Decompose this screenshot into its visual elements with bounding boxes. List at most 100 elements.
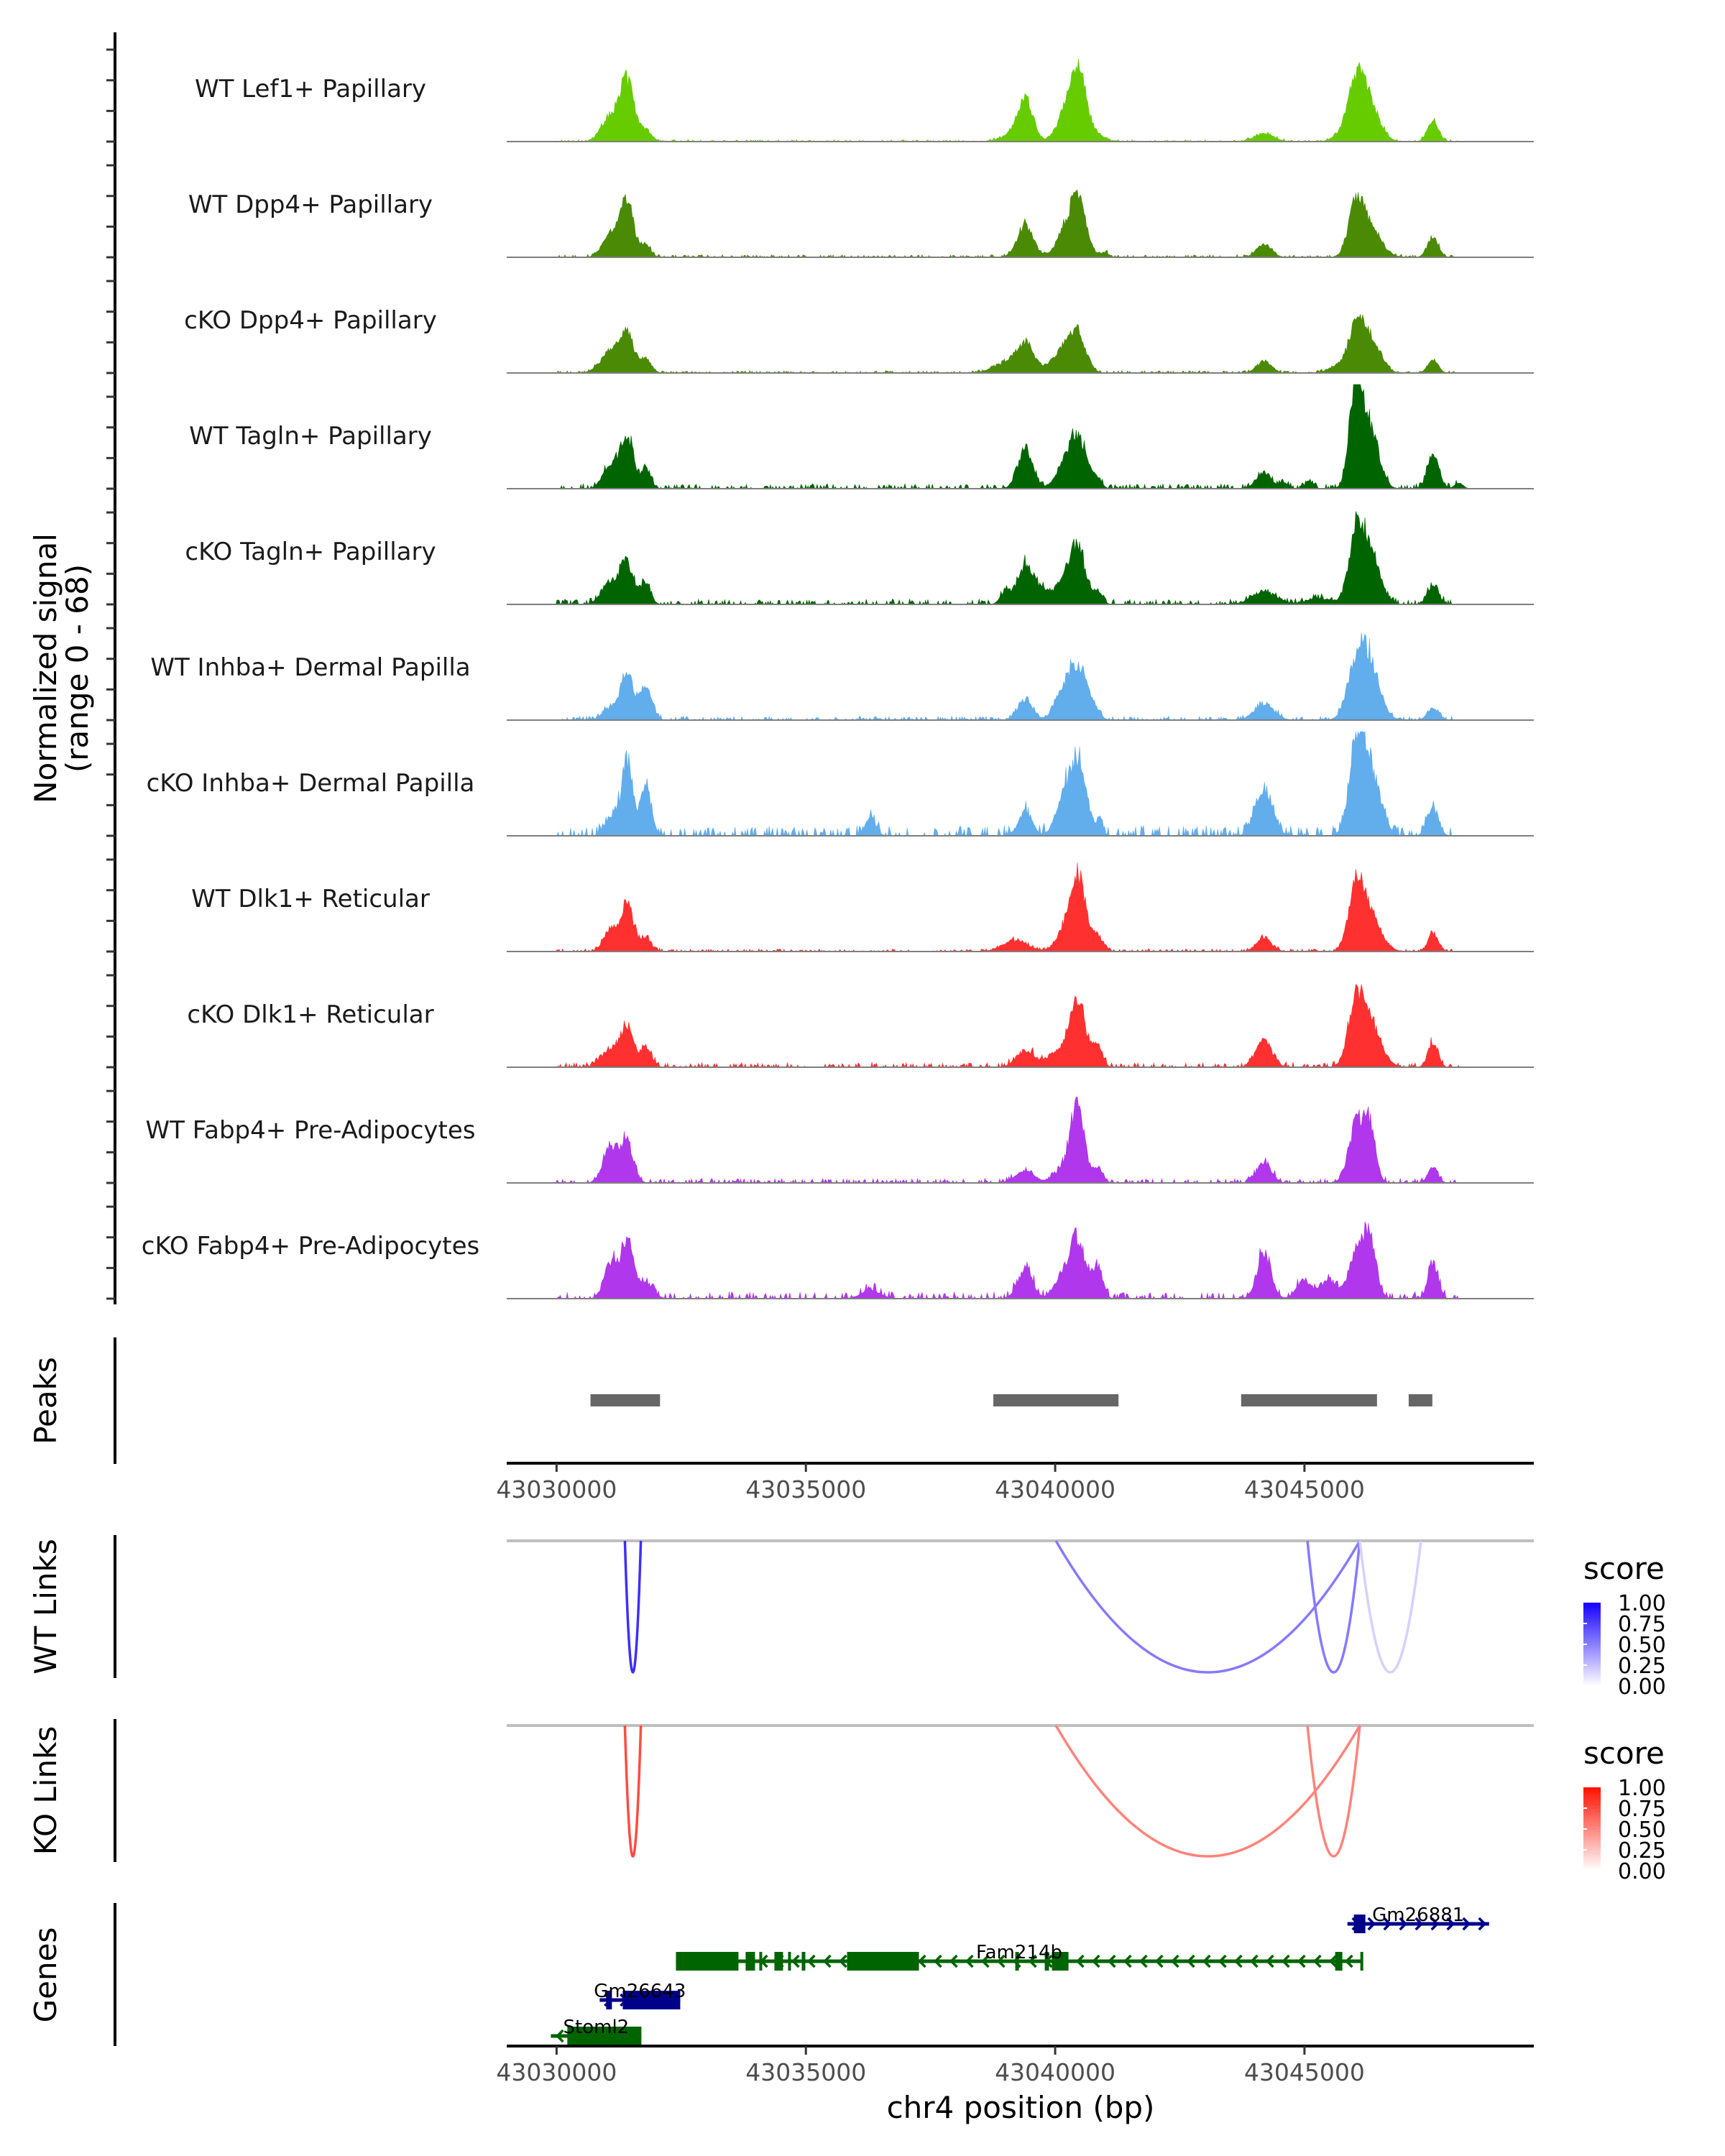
coverage-track: WT Tagln+ Papillary: [189, 384, 1534, 490]
coverage-track: WT Dpp4+ Papillary: [188, 189, 1534, 258]
score-legends: score1.000.750.500.250.00score1.000.750.…: [1583, 1551, 1666, 1884]
track-label: cKO Inhba+ Dermal Papilla: [147, 769, 475, 798]
gene-exon: [1015, 1952, 1019, 1971]
x-tick-label: 43040000: [995, 2058, 1116, 2086]
strand-arrow-icon: [965, 1954, 974, 1968]
track-label: cKO Fabp4+ Pre-Adipocytes: [142, 1232, 480, 1261]
gene-exon: [676, 1952, 739, 1971]
gene-exon: [788, 1952, 791, 1971]
gene-label: Gm26643: [594, 1981, 686, 2002]
strand-arrow-icon: [1218, 1954, 1227, 1968]
coverage-y-title-range: (range 0 - 68): [60, 564, 95, 773]
strand-arrow-icon: [1297, 1954, 1306, 1968]
legend-tick-label: 1.00: [1618, 1776, 1666, 1801]
links-panels: WT Links KO Links: [28, 1535, 1534, 1862]
strand-arrow-icon: [1414, 1917, 1424, 1931]
legend-tick-label: 0.75: [1618, 1797, 1666, 1822]
x-tick-label: 43030000: [496, 2058, 617, 2086]
x-tick-label: 43035000: [745, 2058, 866, 2086]
strand-arrow-icon: [1462, 1917, 1471, 1931]
link-arc: [1306, 1725, 1361, 1858]
gene-exon: [801, 1952, 806, 1971]
x-tick-label: 43045000: [1244, 1475, 1365, 1503]
track-label: WT Lef1+ Papillary: [195, 75, 426, 103]
gene-model: Gm26643: [594, 1981, 686, 2009]
link-track-title: KO Links: [28, 1726, 63, 1856]
coverage-signal-area: [507, 511, 1534, 606]
strand-arrow-icon: [1265, 1954, 1274, 1968]
link-track: WT Links: [28, 1535, 1534, 1678]
legend-tick-label: 0.00: [1618, 1674, 1666, 1700]
strand-arrow-icon: [1186, 1954, 1195, 1968]
y-title-line-1: Normalized signal: [28, 533, 63, 803]
legend-tick-label: 0.00: [1618, 1859, 1666, 1884]
coverage-track: cKO Dlk1+ Reticular: [187, 984, 1534, 1069]
strand-arrow-icon: [1202, 1954, 1211, 1968]
coverage-track: WT Lef1+ Papillary: [195, 58, 1534, 142]
coverage-y-ticks: [106, 48, 115, 1300]
gene-exon: [745, 1952, 755, 1971]
strand-arrow-icon: [1430, 1917, 1440, 1931]
coverage-track: cKO Inhba+ Dermal Papilla: [147, 731, 1534, 837]
peaks-track-title: Peaks: [28, 1357, 63, 1445]
gene-model: Stoml2: [551, 2017, 642, 2045]
strand-arrow-icon: [791, 1954, 800, 1968]
track-label: WT Inhba+ Dermal Papilla: [150, 653, 470, 682]
strand-arrow-icon: [917, 1954, 926, 1968]
legend-tick-label: 0.50: [1618, 1818, 1666, 1843]
peak-regions: [590, 1394, 1432, 1406]
peak-region: [993, 1394, 1119, 1406]
gene-exon: [1044, 1952, 1049, 1971]
gene-exon: [774, 1952, 783, 1971]
strand-arrow-icon: [822, 1954, 832, 1968]
gene-exon: [622, 1991, 681, 2009]
legend-tick-label: 0.75: [1618, 1612, 1666, 1637]
x-tick-label: 43045000: [1244, 2058, 1365, 2086]
coverage-track: WT Inhba+ Dermal Papilla: [150, 632, 1534, 721]
gene-model: Gm26881: [1347, 1904, 1489, 1933]
link-arc: [1358, 1540, 1422, 1674]
legend-title: score: [1583, 1736, 1665, 1771]
strand-arrow-icon: [1154, 1954, 1164, 1968]
x-tick-label: 43030000: [496, 1475, 617, 1503]
peaks-panel: Peaks 43030000 43035000 43040000 43045000: [28, 1337, 1534, 1503]
score-legend: score 1.000.750.500.250.00: [1583, 1736, 1666, 1884]
strand-arrow-icon: [1383, 1917, 1392, 1931]
gene-label: Stoml2: [564, 2017, 630, 2038]
gene-label: Gm26881: [1372, 1904, 1464, 1926]
coverage-panel: Normalized signal (range 0 - 68) WT Lef1…: [28, 32, 1534, 1304]
strand-arrow-icon: [1138, 1954, 1148, 1968]
peak-region: [1408, 1394, 1432, 1406]
strand-arrow-icon: [1478, 1917, 1487, 1931]
strand-arrow-icon: [980, 1954, 990, 1968]
x-axis-title: chr4 position (bp): [887, 2090, 1155, 2125]
coverage-track: WT Dlk1+ Reticular: [191, 862, 1534, 952]
legend-tick-label: 0.50: [1618, 1633, 1666, 1658]
strand-arrow-icon: [949, 1954, 958, 1968]
track-label: cKO Tagln+ Papillary: [185, 538, 436, 566]
gene-exon: [759, 1952, 763, 1971]
strand-arrow-icon: [1344, 1954, 1353, 1968]
link-track-title: WT Links: [28, 1539, 63, 1674]
strand-arrow-icon: [1075, 1954, 1085, 1968]
strand-arrow-icon: [933, 1954, 942, 1968]
track-label: WT Fabp4+ Pre-Adipocytes: [146, 1116, 476, 1145]
gene-exon: [1335, 1952, 1343, 1971]
strand-arrow-icon: [838, 1954, 847, 1968]
gene-model: Fam214b: [676, 1942, 1363, 1971]
strand-arrow-icon: [1028, 1954, 1037, 1968]
score-legend: score 1.000.750.500.250.00: [1583, 1551, 1666, 1700]
gene-exon: [847, 1952, 919, 1971]
strand-arrow-icon: [1091, 1954, 1100, 1968]
genes-panel: Genes Gm26881 Fam214b Gm26643 Stoml2 430300…: [28, 1903, 1534, 2125]
strand-arrow-icon: [1233, 1954, 1243, 1968]
link-arc: [1306, 1540, 1361, 1674]
strand-arrow-icon: [1446, 1917, 1455, 1931]
x-axis-top-ticks: 43030000 43035000 43040000 43045000: [496, 1463, 1365, 1503]
coverage-y-title: Normalized signal: [28, 533, 63, 803]
strand-arrow-icon: [1312, 1954, 1322, 1968]
link-track: KO Links: [28, 1719, 1534, 1862]
track-label: cKO Dlk1+ Reticular: [187, 1000, 433, 1029]
strand-arrow-icon: [1123, 1954, 1132, 1968]
